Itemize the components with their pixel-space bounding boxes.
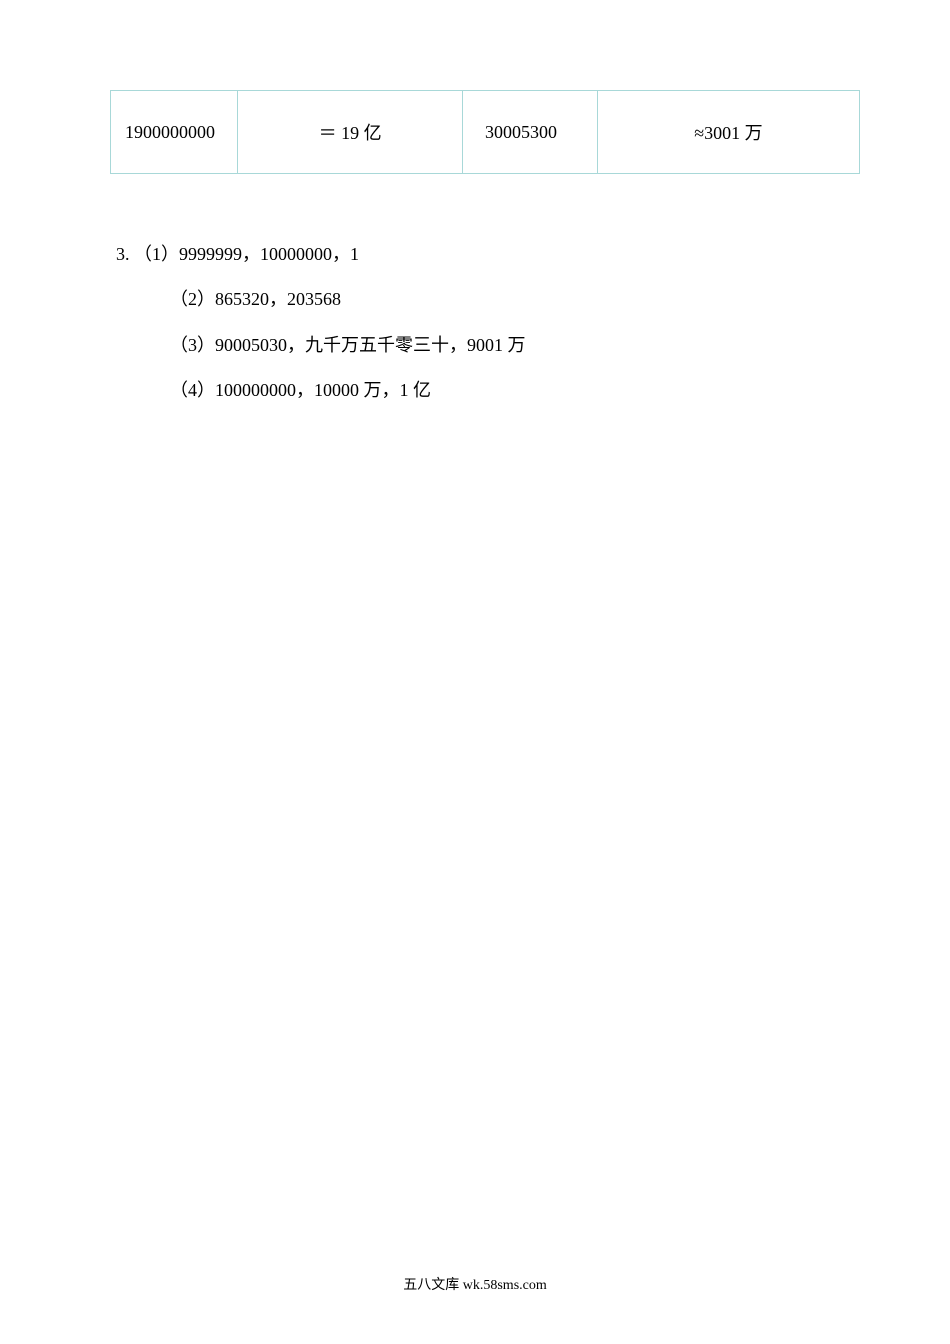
list-item: （4）100000000，10000 万，1 亿 bbox=[116, 370, 860, 411]
footer-text: 五八文库 wk.58sms.com bbox=[403, 1278, 547, 1293]
list-item-text: （2）865320，203568 bbox=[170, 289, 341, 309]
table-cell: 1900000000 bbox=[111, 91, 238, 174]
list-item-text: （3）90005030，九千万五千零三十，9001 万 bbox=[170, 335, 526, 355]
list-item-text: （4）100000000，10000 万，1 亿 bbox=[170, 380, 431, 400]
list-item: 3. （1）9999999，10000000，1 bbox=[116, 234, 860, 275]
list-number: 3. bbox=[116, 244, 134, 264]
list-item: （3）90005030，九千万五千零三十，9001 万 bbox=[116, 325, 860, 366]
answer-list: 3. （1）9999999，10000000，1 （2）865320，20356… bbox=[110, 234, 860, 412]
list-item-text: （1）9999999，10000000，1 bbox=[134, 244, 359, 264]
table-cell: ≈3001 万 bbox=[597, 91, 859, 174]
table-cell: 30005300 bbox=[463, 91, 598, 174]
page-footer: 五八文库 wk.58sms.com bbox=[0, 1274, 950, 1294]
table-row: 1900000000 ＝ 19 亿 30005300 ≈3001 万 bbox=[111, 91, 860, 174]
data-table: 1900000000 ＝ 19 亿 30005300 ≈3001 万 bbox=[110, 90, 860, 174]
table-cell: ＝ 19 亿 bbox=[238, 91, 463, 174]
list-item: （2）865320，203568 bbox=[116, 279, 860, 320]
